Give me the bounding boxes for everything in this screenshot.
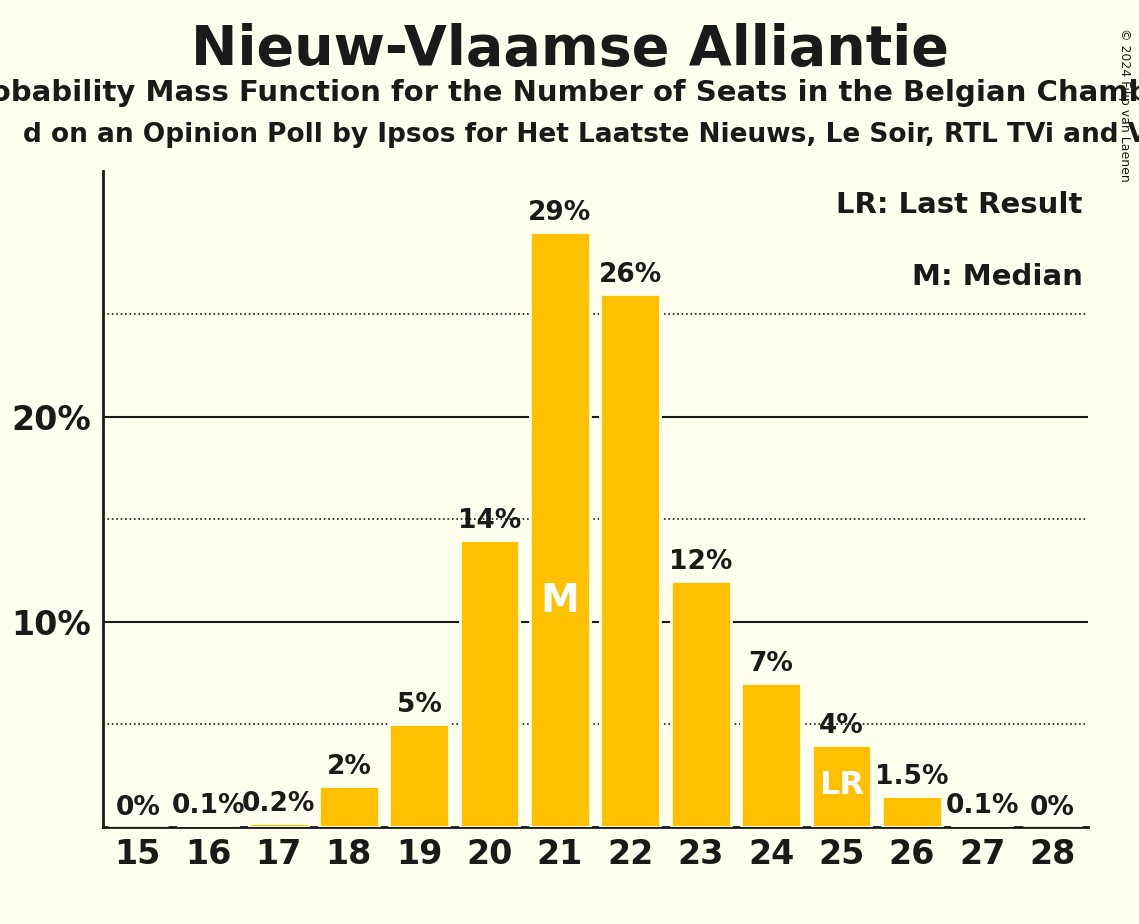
Text: 12%: 12% bbox=[669, 549, 732, 575]
Bar bbox=[741, 684, 801, 827]
Text: 0%: 0% bbox=[115, 795, 161, 821]
Text: 26%: 26% bbox=[599, 261, 662, 287]
Text: 2%: 2% bbox=[327, 754, 371, 780]
Text: M: M bbox=[541, 582, 580, 620]
Bar bbox=[178, 825, 238, 827]
Text: Nieuw-Vlaamse Alliantie: Nieuw-Vlaamse Alliantie bbox=[190, 23, 949, 77]
Bar bbox=[600, 294, 661, 827]
Text: © 2024 Filip van Laenen: © 2024 Filip van Laenen bbox=[1118, 28, 1131, 181]
Bar bbox=[248, 823, 309, 827]
Text: 29%: 29% bbox=[528, 201, 591, 226]
Text: 0.1%: 0.1% bbox=[945, 793, 1019, 819]
Bar bbox=[319, 786, 379, 827]
Bar bbox=[671, 581, 730, 827]
Text: 0.1%: 0.1% bbox=[171, 793, 245, 819]
Text: 4%: 4% bbox=[819, 712, 863, 739]
Text: LR: LR bbox=[819, 771, 865, 801]
Bar bbox=[390, 724, 449, 827]
Bar bbox=[811, 745, 871, 827]
Text: 5%: 5% bbox=[396, 692, 442, 718]
Text: Probability Mass Function for the Number of Seats in the Belgian Chamber: Probability Mass Function for the Number… bbox=[0, 79, 1139, 106]
Text: 0%: 0% bbox=[1030, 795, 1075, 821]
Text: LR: Last Result: LR: Last Result bbox=[836, 190, 1083, 219]
Bar bbox=[530, 233, 590, 827]
Text: 0.2%: 0.2% bbox=[241, 791, 316, 817]
Text: 1.5%: 1.5% bbox=[875, 764, 949, 790]
Text: 14%: 14% bbox=[458, 508, 522, 534]
Bar bbox=[882, 796, 942, 827]
Bar bbox=[952, 825, 1013, 827]
Bar bbox=[460, 540, 519, 827]
Text: 7%: 7% bbox=[748, 651, 794, 677]
Text: d on an Opinion Poll by Ipsos for Het Laatste Nieuws, Le Soir, RTL TVi and VTM, : d on an Opinion Poll by Ipsos for Het La… bbox=[23, 122, 1139, 148]
Text: M: Median: M: Median bbox=[912, 262, 1083, 291]
